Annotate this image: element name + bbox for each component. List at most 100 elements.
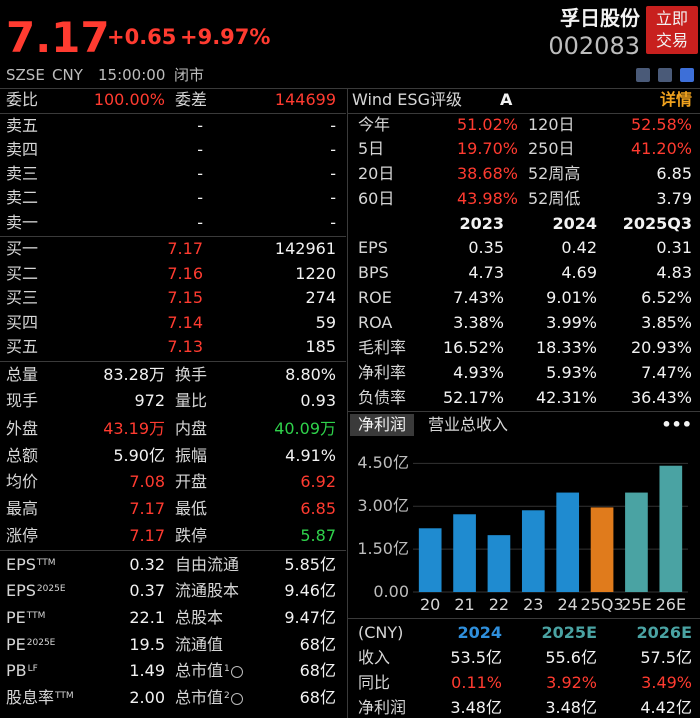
ask-level: 卖三: [6, 164, 39, 183]
stat-label: 开盘: [175, 472, 208, 491]
x-tick-label: 20: [420, 595, 441, 614]
edit-icon[interactable]: [636, 68, 650, 82]
y-tick-label: 3.00亿: [357, 496, 409, 516]
cell: 4.69: [561, 263, 597, 282]
bid-volume: 142961: [274, 239, 336, 258]
bid-price: 7.16: [167, 264, 203, 283]
valuation-value: 1.49: [129, 661, 165, 680]
cell: 0.31: [656, 238, 692, 257]
currency-icon[interactable]: [230, 692, 243, 705]
stat-value: 6.85: [300, 499, 336, 518]
trade-button-text[interactable]: 立即: [656, 9, 689, 28]
y-tick-label: 0.00: [373, 582, 409, 601]
x-tick-label: 25E: [621, 595, 652, 614]
cell: 5.93%: [546, 363, 597, 382]
trade-button[interactable]: [646, 6, 698, 54]
x-tick-label: 22: [488, 595, 510, 614]
cell: 52.17%: [442, 388, 504, 407]
column-header: 2024: [552, 214, 597, 233]
ask-level: 卖二: [6, 188, 39, 207]
valuation-value: 0.37: [129, 581, 165, 600]
cell: 16.52%: [442, 338, 504, 357]
return-value: 3.79: [656, 189, 692, 208]
stock-code: 002083: [548, 32, 640, 60]
currency-icon[interactable]: [230, 665, 243, 678]
bid-level: 买三: [6, 288, 39, 307]
x-tick-label: 21: [454, 595, 475, 614]
cell: 57.5亿: [640, 648, 692, 667]
separator: [0, 361, 346, 362]
alert-icon[interactable]: [658, 68, 672, 82]
cell: 3.99%: [546, 313, 597, 332]
valuation-value: 0.32: [129, 555, 165, 574]
row-label: 负债率: [358, 388, 407, 407]
label: 总市值: [175, 661, 224, 680]
return-value: 6.85: [656, 164, 692, 183]
valuation-label: PBLF: [6, 661, 38, 681]
label-sup: LF: [27, 664, 38, 674]
x-tick-label: 25Q3: [580, 595, 624, 614]
label: PE: [6, 608, 26, 627]
row-label: BPS: [358, 263, 389, 282]
ask-price: -: [197, 140, 203, 159]
more-button[interactable]: •••: [661, 415, 692, 434]
separator: [0, 236, 346, 237]
tab[interactable]: 净利润: [358, 415, 407, 434]
active-tab-bg[interactable]: [350, 414, 414, 436]
stat-label: 内盘: [175, 419, 208, 438]
bar: [625, 492, 648, 592]
tab[interactable]: 营业总收入: [428, 415, 509, 434]
stat-value: 6.92: [300, 472, 336, 491]
label: EPS: [6, 555, 36, 574]
cell: 42.31%: [535, 388, 597, 407]
ask-level: 卖四: [6, 140, 39, 159]
ask-price: -: [197, 116, 203, 135]
cell: 18.33%: [535, 338, 597, 357]
bid-volume: 185: [305, 337, 336, 356]
cell: 36.43%: [630, 388, 692, 407]
bar: [487, 535, 511, 592]
cell: 7.43%: [453, 288, 504, 307]
column-header: 2025Q3: [622, 214, 692, 233]
bar: [453, 514, 476, 592]
cell: 55.6亿: [545, 648, 597, 667]
ask-price: -: [197, 164, 203, 183]
time: 15:00:00: [98, 66, 166, 84]
label: 流通股本: [175, 581, 240, 600]
stat-value: 4.91%: [285, 446, 336, 465]
bar: [590, 507, 614, 592]
cell: 3.49%: [641, 673, 692, 692]
esg-link[interactable]: 详情: [659, 90, 692, 109]
cell: 0.35: [468, 238, 504, 257]
return-label: 52周高: [528, 164, 581, 183]
bid-volume: 274: [305, 288, 336, 307]
cell: 4.73: [468, 263, 504, 282]
valuation-label: 总市值2: [175, 688, 243, 708]
bid-price: 7.14: [167, 313, 203, 332]
separator: [0, 88, 700, 89]
add-icon[interactable]: [680, 68, 694, 82]
ask-volume: -: [330, 213, 336, 232]
valuation-value: 68亿: [299, 635, 336, 654]
return-value: 41.20%: [630, 139, 692, 158]
stat-value: 0.93: [300, 391, 336, 410]
trade-button-text[interactable]: 交易: [656, 31, 689, 50]
change-pct: +9.97%: [180, 25, 271, 49]
stat-label: 换手: [175, 365, 208, 384]
row-label: ROA: [358, 313, 393, 332]
x-tick-label: 23: [523, 595, 544, 614]
bid-price: 7.13: [167, 337, 203, 356]
label: 委比: [6, 90, 39, 109]
x-tick-label: 24: [557, 595, 578, 614]
stat-value: 5.87: [300, 526, 336, 545]
valuation-value: 2.00: [129, 688, 165, 707]
bar: [556, 492, 580, 592]
bid-level: 买一: [6, 239, 39, 258]
return-label: 今年: [358, 115, 391, 134]
label: 总市值: [175, 688, 224, 707]
return-label: 250日: [528, 139, 575, 158]
status: 闭市: [174, 66, 205, 84]
valuation-label: EPS2025E: [6, 581, 66, 601]
y-tick-label: 1.50亿: [357, 539, 409, 559]
stat-value: 5.90亿: [113, 446, 165, 465]
